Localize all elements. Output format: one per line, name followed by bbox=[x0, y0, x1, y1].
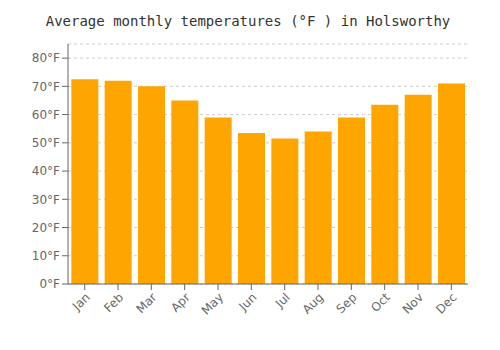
svg-text:70°F: 70°F bbox=[32, 80, 60, 94]
svg-text:30°F: 30°F bbox=[32, 193, 60, 207]
svg-text:Sep: Sep bbox=[334, 290, 360, 316]
svg-text:40°F: 40°F bbox=[32, 164, 60, 178]
svg-text:10°F: 10°F bbox=[32, 249, 60, 263]
svg-text:20°F: 20°F bbox=[32, 221, 60, 235]
svg-text:Feb: Feb bbox=[101, 290, 126, 315]
svg-text:60°F: 60°F bbox=[32, 108, 60, 122]
svg-text:Oct: Oct bbox=[368, 290, 393, 315]
svg-text:Jun: Jun bbox=[236, 290, 260, 314]
svg-text:Aug: Aug bbox=[300, 290, 326, 316]
svg-text:50°F: 50°F bbox=[32, 136, 60, 150]
svg-text:Nov: Nov bbox=[400, 290, 426, 316]
svg-text:Jan: Jan bbox=[69, 290, 93, 314]
svg-text:80°F: 80°F bbox=[32, 51, 60, 65]
svg-text:0°F: 0°F bbox=[39, 277, 60, 291]
svg-text:Apr: Apr bbox=[168, 290, 193, 315]
svg-text:Mar: Mar bbox=[134, 290, 160, 316]
svg-text:Dec: Dec bbox=[433, 290, 459, 316]
svg-text:May: May bbox=[199, 290, 226, 317]
html-text:Average monthly temperatures (: Average monthly temperatures (°F ) in Ho… bbox=[45, 13, 451, 29]
svg-text:Jul: Jul bbox=[272, 290, 293, 311]
